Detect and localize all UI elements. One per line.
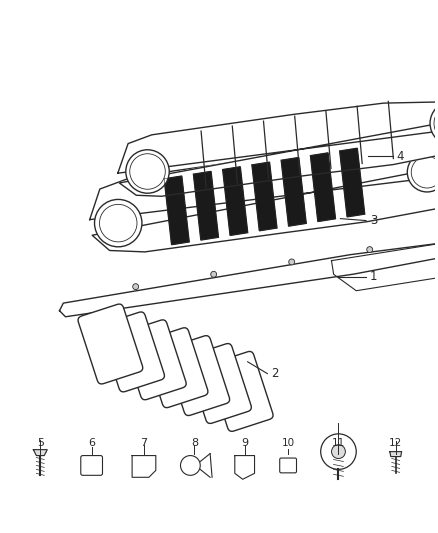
Circle shape bbox=[321, 434, 356, 470]
Text: 11: 11 bbox=[332, 438, 345, 448]
Circle shape bbox=[430, 102, 438, 145]
Polygon shape bbox=[223, 167, 247, 236]
Polygon shape bbox=[132, 456, 156, 477]
Text: 1: 1 bbox=[370, 270, 378, 284]
Polygon shape bbox=[235, 456, 254, 479]
Circle shape bbox=[180, 456, 200, 475]
Circle shape bbox=[289, 259, 295, 265]
Polygon shape bbox=[311, 153, 336, 222]
Polygon shape bbox=[90, 149, 438, 252]
FancyBboxPatch shape bbox=[208, 351, 273, 431]
Text: 6: 6 bbox=[88, 438, 95, 448]
Circle shape bbox=[130, 154, 165, 189]
FancyBboxPatch shape bbox=[187, 344, 251, 424]
Polygon shape bbox=[332, 244, 438, 290]
Text: 9: 9 bbox=[241, 438, 248, 448]
Polygon shape bbox=[340, 148, 365, 217]
FancyBboxPatch shape bbox=[81, 456, 102, 475]
Circle shape bbox=[126, 150, 169, 193]
Circle shape bbox=[434, 106, 438, 141]
Polygon shape bbox=[194, 172, 219, 240]
Circle shape bbox=[95, 199, 142, 247]
Polygon shape bbox=[118, 102, 438, 196]
Circle shape bbox=[407, 152, 438, 192]
Text: 3: 3 bbox=[370, 214, 378, 227]
Text: 2: 2 bbox=[271, 367, 279, 380]
Polygon shape bbox=[164, 176, 189, 245]
Text: 8: 8 bbox=[191, 438, 198, 448]
FancyBboxPatch shape bbox=[280, 458, 297, 473]
Text: 7: 7 bbox=[141, 438, 148, 448]
Circle shape bbox=[332, 445, 346, 458]
Polygon shape bbox=[60, 242, 438, 317]
Polygon shape bbox=[390, 451, 402, 457]
FancyBboxPatch shape bbox=[78, 304, 143, 384]
Circle shape bbox=[411, 156, 438, 188]
FancyBboxPatch shape bbox=[121, 320, 186, 400]
FancyBboxPatch shape bbox=[100, 312, 165, 392]
Circle shape bbox=[133, 284, 139, 289]
Text: 12: 12 bbox=[389, 438, 403, 448]
Text: 5: 5 bbox=[37, 438, 44, 448]
Polygon shape bbox=[252, 162, 277, 231]
Circle shape bbox=[367, 247, 373, 253]
FancyBboxPatch shape bbox=[143, 328, 208, 408]
Circle shape bbox=[99, 204, 137, 242]
FancyBboxPatch shape bbox=[165, 336, 230, 416]
Circle shape bbox=[211, 271, 217, 277]
Polygon shape bbox=[33, 450, 47, 456]
Text: 10: 10 bbox=[282, 438, 295, 448]
Text: 4: 4 bbox=[397, 150, 404, 163]
Polygon shape bbox=[281, 158, 306, 226]
